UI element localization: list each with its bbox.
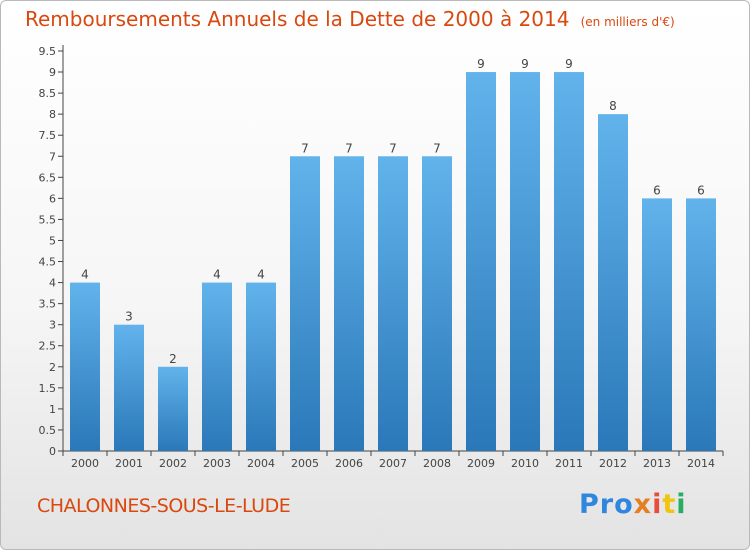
y-tick-label: 6.5	[39, 171, 57, 184]
x-tick-label: 2008	[423, 457, 451, 470]
bar-value-label: 7	[389, 141, 397, 155]
bar	[510, 72, 540, 451]
bar-value-label: 4	[213, 268, 221, 282]
chart-bars	[70, 72, 716, 451]
logo-part: t	[662, 489, 676, 520]
x-tick-label: 2009	[467, 457, 495, 470]
bar	[378, 156, 408, 451]
y-tick-label: 9.5	[39, 45, 57, 58]
x-tick-label: 2005	[291, 457, 319, 470]
x-tick-label: 2001	[115, 457, 143, 470]
bar	[158, 367, 188, 451]
bar	[114, 325, 144, 451]
location-name: CHALONNES-SOUS-LE-LUDE	[37, 495, 290, 517]
bar-chart: 0 0.5 1 1.5 2 2.5 3 3.5 4 4.5 5 5.5 6 6.5 7 7.5 8 8.5 9 9.5…	[1, 1, 750, 550]
y-tick-label: 7	[49, 150, 56, 163]
y-tick-label: 9	[49, 66, 56, 79]
bar	[598, 114, 628, 451]
bar-value-label: 6	[653, 183, 661, 197]
bar	[334, 156, 364, 451]
y-tick-label: 0	[49, 445, 56, 458]
y-tick-label: 1	[49, 403, 56, 416]
y-tick-label: 8	[49, 108, 56, 121]
y-tick-label: 5	[49, 234, 56, 247]
x-tick-label: 2003	[203, 457, 231, 470]
logo-part: i	[652, 489, 662, 520]
y-tick-label: 6	[49, 192, 56, 205]
bar	[70, 283, 100, 451]
bar-value-label: 9	[521, 57, 529, 71]
y-tick-label: 4.5	[39, 256, 57, 269]
x-tick-label: 2011	[555, 457, 583, 470]
x-tick-label: 2002	[159, 457, 187, 470]
logo-part: x	[634, 489, 652, 520]
bar	[202, 283, 232, 451]
proxiti-logo: Proxiti	[579, 489, 687, 520]
bar-value-label: 2	[169, 352, 177, 366]
bar-value-label: 6	[697, 183, 705, 197]
bar-value-label: 7	[433, 141, 441, 155]
y-tick-label: 2	[49, 361, 56, 374]
bar	[554, 72, 584, 451]
x-tick-label: 2000	[71, 457, 99, 470]
y-tick-label: 3	[49, 319, 56, 332]
y-tick-label: 1.5	[39, 382, 57, 395]
bar-value-label: 3	[125, 310, 133, 324]
bar	[466, 72, 496, 451]
y-tick-label: 8.5	[39, 87, 57, 100]
logo-part: Pro	[579, 489, 634, 520]
y-tick-label: 0.5	[39, 424, 57, 437]
x-tick-label: 2004	[247, 457, 275, 470]
x-tick-label: 2010	[511, 457, 539, 470]
x-tick-label: 2013	[643, 457, 671, 470]
bar	[246, 283, 276, 451]
bar	[642, 198, 672, 451]
y-tick-label: 4	[49, 277, 56, 290]
bar-value-label: 9	[565, 57, 573, 71]
bar-value-label: 7	[345, 141, 353, 155]
logo-part: i	[676, 489, 686, 520]
x-tick-label: 2014	[687, 457, 715, 470]
bar-value-label: 9	[477, 57, 485, 71]
bar-value-label: 4	[257, 268, 265, 282]
y-tick-label: 7.5	[39, 129, 57, 142]
bar	[290, 156, 320, 451]
bar-value-label: 4	[81, 268, 89, 282]
x-tick-label: 2007	[379, 457, 407, 470]
chart-frame: Remboursements Annuels de la Dette de 20…	[0, 0, 750, 550]
bar-value-label: 8	[609, 99, 617, 113]
x-tick-label: 2012	[599, 457, 627, 470]
y-tick-label: 3.5	[39, 298, 57, 311]
y-tick-label: 2.5	[39, 340, 57, 353]
x-tick-label: 2006	[335, 457, 363, 470]
bar-value-label: 7	[301, 141, 309, 155]
y-tick-label: 5.5	[39, 213, 57, 226]
bar	[422, 156, 452, 451]
bar	[686, 198, 716, 451]
